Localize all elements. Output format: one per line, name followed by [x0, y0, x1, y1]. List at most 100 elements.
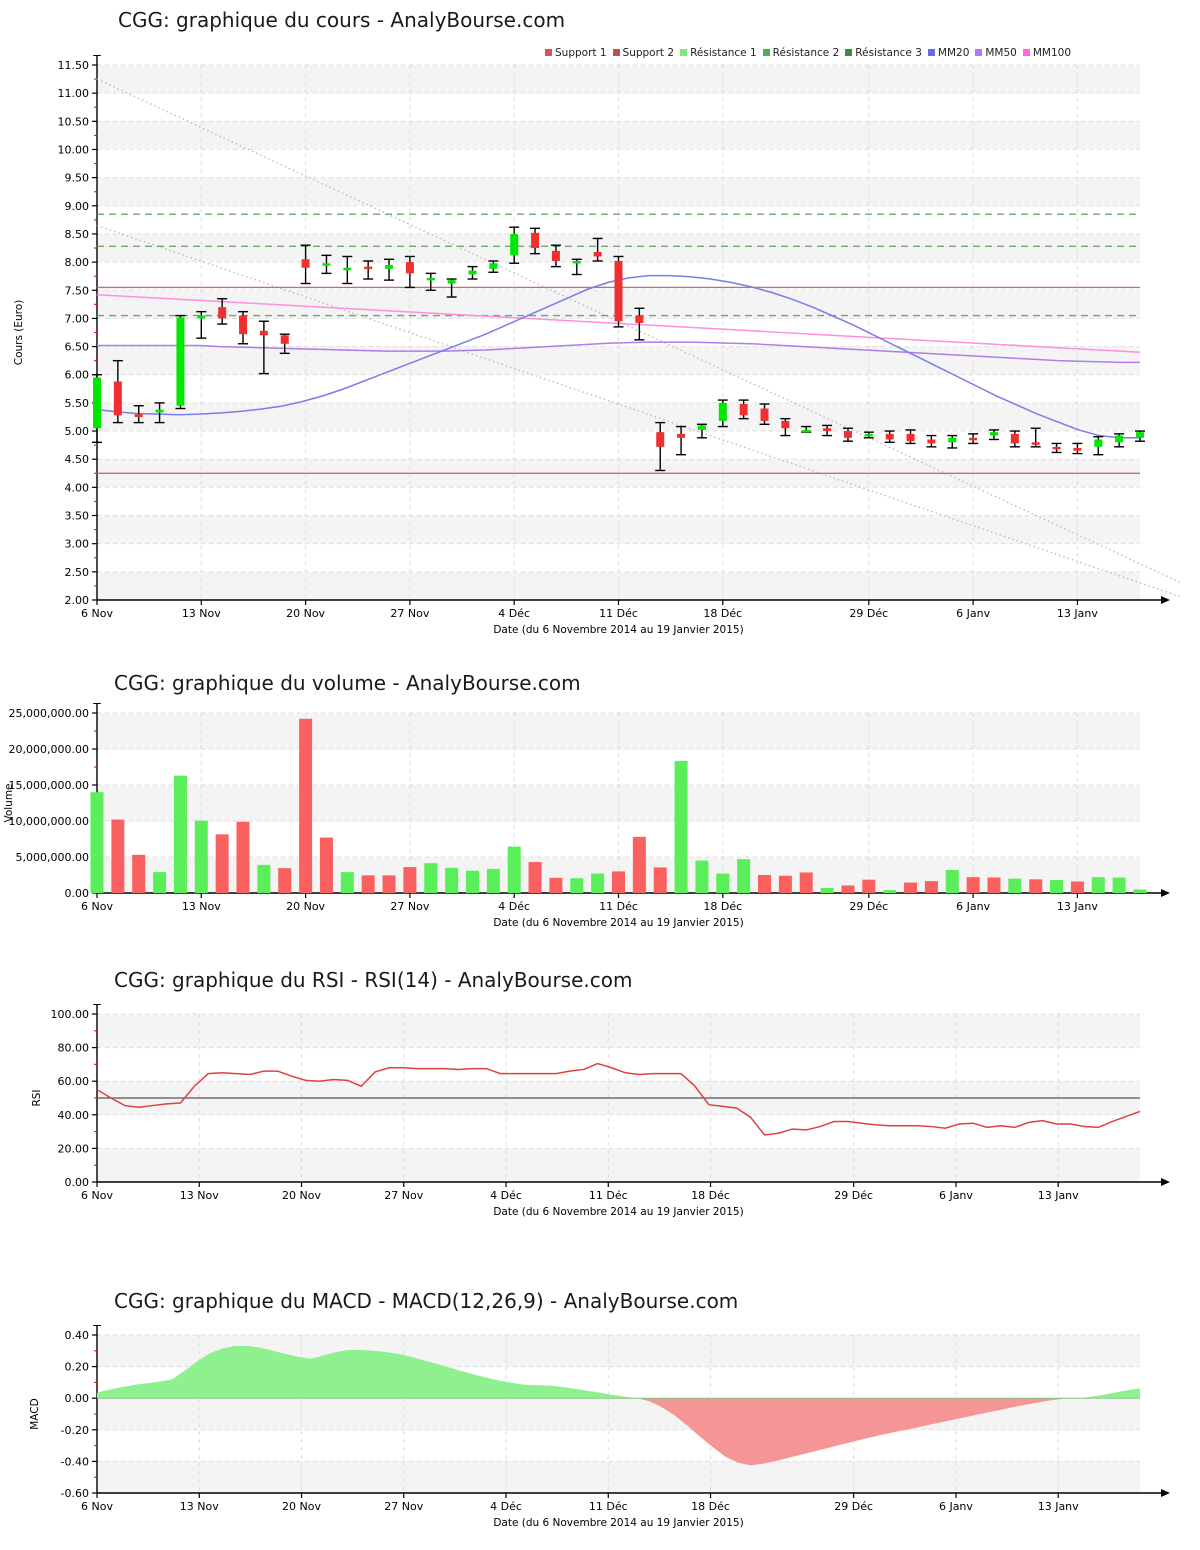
rsi-series-group [96, 1062, 1141, 1136]
candlestick [154, 402, 165, 424]
price-chart-legend: Support 1 Support 2 Résistance 1 Résistance… [545, 47, 1077, 59]
legend-swatch-icon [762, 48, 770, 56]
y-axis-tick-label: 80.00 [58, 1042, 90, 1055]
y-axis-tick-label: 11.50 [58, 59, 90, 72]
candle-body [656, 432, 665, 447]
candle-body [760, 408, 769, 421]
volume-bar [465, 870, 479, 893]
candle-body [301, 259, 310, 268]
volume-bar [924, 881, 938, 893]
legend-label: Support 1 [555, 47, 607, 59]
volume-bar [1091, 877, 1105, 893]
candle-body [843, 431, 852, 438]
volume-bar [132, 854, 146, 893]
candlestick [196, 310, 207, 339]
candle-body [385, 264, 394, 269]
candlestick [655, 421, 666, 472]
y-axis-tick-label: 2.50 [65, 566, 90, 579]
candle-body [781, 420, 790, 429]
x-axis-tick-label: 11 Déc [599, 607, 638, 620]
candlestick [738, 399, 749, 420]
candlestick [968, 433, 979, 445]
volume-bar [1008, 878, 1022, 893]
candle-body [134, 414, 143, 417]
y-axis-tick-label: 2.00 [65, 594, 90, 607]
candlestick [613, 255, 624, 328]
legend-item-6[interactable]: MM50 [975, 47, 1017, 59]
volume-chart-title: CGG: graphique du volume - AnalyBourse.c… [114, 671, 581, 695]
x-axis-title: Date (du 6 Novembre 2014 au 19 Janvier 2… [493, 917, 743, 929]
candle-body [802, 429, 811, 433]
candlestick [759, 403, 770, 425]
y-axis-tick-label: 20.00 [58, 1142, 90, 1155]
volume-bar [153, 872, 167, 893]
y-axis-tick-label: 15,000,000.00 [9, 779, 89, 792]
candlestick [509, 226, 520, 264]
y-axis-tick-label: 10.50 [58, 115, 90, 128]
y-axis-tick-label: 11.00 [58, 87, 90, 100]
volume-bar [424, 863, 438, 893]
candlestick [133, 405, 144, 424]
legend-item-7[interactable]: MM100 [1022, 47, 1071, 59]
legend-item-3[interactable]: Résistance 2 [762, 47, 839, 59]
candle-body [885, 433, 894, 440]
candle-body [426, 277, 435, 281]
volume-bar [653, 867, 667, 893]
legend-item-4[interactable]: Résistance 3 [845, 47, 922, 59]
candle-body [969, 437, 978, 441]
candlestick [592, 237, 603, 262]
legend-item-5[interactable]: MM20 [927, 47, 969, 59]
legend-item-1[interactable]: Support 2 [612, 47, 674, 59]
candle-body [239, 315, 248, 335]
plot-band [97, 1461, 1140, 1493]
volume-bar [236, 821, 250, 893]
volume-bar [299, 718, 313, 893]
candle-body [864, 433, 873, 437]
y-axis-title: RSI [31, 1089, 43, 1106]
x-axis-tick-label: 11 Déc [589, 1189, 628, 1202]
legend-label: Résistance 1 [690, 47, 757, 59]
candlestick [92, 374, 102, 444]
x-axis-tick-label: 13 Janv [1057, 607, 1098, 620]
candle-body [93, 377, 101, 429]
legend-item-0[interactable]: Support 1 [545, 47, 607, 59]
x-axis-tick-label: 29 Déc [834, 1189, 873, 1202]
x-axis-tick-label: 29 Déc [849, 607, 888, 620]
volume-bar [966, 877, 980, 893]
volume-bar [361, 875, 375, 893]
y-axis-tick-label: 7.00 [65, 312, 90, 325]
candlestick [1114, 433, 1125, 448]
x-axis-tick-label: 27 Nov [384, 1189, 423, 1202]
candlestick [217, 298, 228, 325]
candlestick [1135, 430, 1145, 442]
legend-swatch-icon [845, 48, 853, 56]
volume-bar [987, 877, 1001, 893]
candlestick [717, 399, 728, 428]
y-axis-tick-label: 0.00 [65, 1392, 90, 1405]
x-axis-arrow-icon [1161, 596, 1170, 604]
candlestick [384, 258, 395, 281]
volume-bar [632, 836, 646, 893]
candlestick [279, 333, 290, 355]
candlestick [1009, 430, 1020, 448]
candlestick [175, 314, 186, 410]
plot-band [97, 1014, 1140, 1048]
y-axis-tick-label: -0.60 [61, 1487, 89, 1500]
volume-bar [173, 775, 187, 893]
y-axis-title: Volume [3, 783, 15, 822]
candle-body [635, 315, 644, 323]
volume-bar [674, 760, 688, 893]
x-axis-tick-label: 4 Déc [490, 1189, 522, 1202]
volume-bar [1050, 880, 1064, 893]
trendline-upper [96, 78, 1183, 584]
x-axis-tick-label: 4 Déc [498, 900, 530, 913]
candlestick [801, 425, 812, 433]
candle-body [364, 266, 373, 270]
price-chart-title: CGG: graphique du cours - AnalyBourse.co… [118, 8, 566, 32]
candle-body [906, 433, 915, 442]
candle-body [531, 232, 540, 249]
candlestick [342, 255, 353, 285]
legend-label: Résistance 3 [855, 47, 922, 59]
legend-swatch-icon [612, 48, 620, 56]
legend-item-2[interactable]: Résistance 1 [680, 47, 757, 59]
